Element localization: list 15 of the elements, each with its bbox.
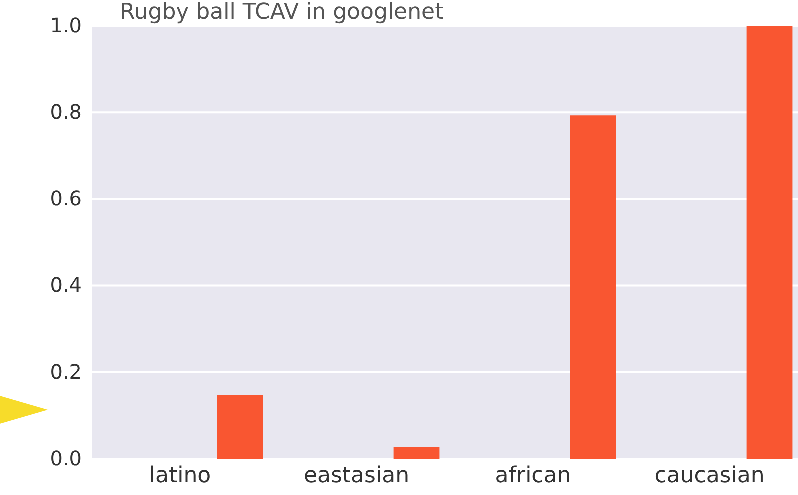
y-tick-label: 0.0 bbox=[50, 446, 82, 470]
bar bbox=[746, 26, 793, 459]
y-tick-label: 0.8 bbox=[50, 100, 82, 124]
bar bbox=[217, 395, 264, 459]
bar bbox=[394, 447, 440, 459]
y-tick-label: 0.4 bbox=[50, 273, 82, 298]
y-tick-label: 0.2 bbox=[50, 360, 82, 384]
x-tick-label: caucasian bbox=[654, 464, 765, 489]
y-tick-label: 0.6 bbox=[50, 186, 82, 211]
x-tick-label: eastasian bbox=[304, 464, 410, 489]
y-tick-label: 1.0 bbox=[50, 13, 82, 38]
bar bbox=[570, 116, 616, 459]
chart-title: Rugby ball TCAV in googlenet bbox=[120, 0, 444, 25]
x-tick-label: african bbox=[495, 464, 572, 489]
x-tick-label: latino bbox=[149, 464, 212, 489]
